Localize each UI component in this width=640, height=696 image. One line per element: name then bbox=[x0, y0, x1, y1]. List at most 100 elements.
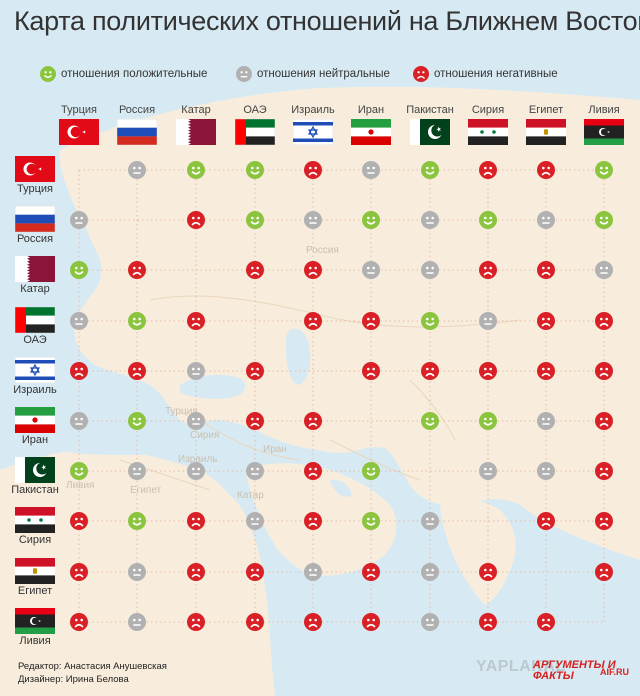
row-flag-pakistan-icon bbox=[15, 457, 55, 483]
smile-face-icon bbox=[362, 462, 380, 480]
row-flag-russia-icon bbox=[14, 205, 56, 233]
smile-face-icon bbox=[128, 312, 146, 330]
sad-face-icon bbox=[187, 211, 205, 229]
neutral-face-icon bbox=[187, 362, 205, 380]
column-header-turkey: Турция bbox=[61, 104, 97, 116]
row-label-iran: Иран bbox=[21, 434, 49, 446]
row-flag-egypt-icon bbox=[15, 558, 55, 584]
column-header-egypt: Египет bbox=[528, 104, 564, 116]
neutral-face-icon bbox=[421, 211, 439, 229]
column-header-qatar: Катар bbox=[181, 104, 211, 116]
neutral-face-icon bbox=[479, 462, 497, 480]
smile-face-icon bbox=[246, 211, 264, 229]
sad-face-icon bbox=[537, 312, 555, 330]
sad-face-icon bbox=[70, 512, 88, 530]
row-flag-israel-icon bbox=[14, 356, 56, 384]
flag-pakistan-icon bbox=[410, 119, 450, 145]
svg-text:Турция: Турция bbox=[165, 406, 198, 417]
watermark-logo: YAPLAKAL bbox=[476, 658, 566, 675]
sad-face-icon bbox=[595, 563, 613, 581]
sad-face-icon bbox=[479, 261, 497, 279]
editor-credit: Редактор: Анастасия Анушевская bbox=[18, 661, 167, 672]
smile-face-icon bbox=[479, 412, 497, 430]
sad-face-icon bbox=[304, 462, 322, 480]
row-flag-syria-icon bbox=[15, 507, 55, 533]
svg-text:Израиль: Израиль bbox=[178, 454, 218, 465]
neutral-face-icon bbox=[128, 161, 146, 179]
sad-face-icon bbox=[246, 613, 264, 631]
neutral-face-icon bbox=[187, 412, 205, 430]
designer-credit: Дизайнер: Ирина Белова bbox=[18, 674, 129, 685]
neutral-face-icon bbox=[246, 512, 264, 530]
neutral-face-icon bbox=[537, 412, 555, 430]
sad-face-icon bbox=[246, 412, 264, 430]
neutral-face-icon bbox=[537, 211, 555, 229]
row-flag-iran-icon bbox=[15, 407, 55, 433]
smile-face-icon bbox=[362, 211, 380, 229]
smile-face-icon bbox=[40, 66, 56, 82]
row-label-uae: ОАЭ bbox=[23, 334, 47, 346]
sad-face-icon bbox=[537, 261, 555, 279]
sad-face-icon bbox=[595, 362, 613, 380]
column-header-russia: Россия bbox=[118, 104, 156, 116]
neutral-face-icon bbox=[128, 462, 146, 480]
sad-face-icon bbox=[304, 161, 322, 179]
smile-face-icon bbox=[70, 462, 88, 480]
sad-face-icon bbox=[304, 412, 322, 430]
row-label-egypt: Египет bbox=[17, 585, 53, 597]
sad-face-icon bbox=[304, 312, 322, 330]
row-flag-qatar-icon bbox=[15, 256, 55, 282]
column-header-pakistan: Пакистан bbox=[406, 104, 454, 116]
flag-iran-icon bbox=[351, 119, 391, 145]
sad-face-icon bbox=[595, 312, 613, 330]
flag-turkey-icon bbox=[59, 119, 99, 145]
svg-text:Россия: Россия bbox=[306, 245, 339, 256]
neutral-face-icon bbox=[70, 312, 88, 330]
flag-uae-icon bbox=[234, 118, 276, 146]
flag-russia-icon bbox=[116, 118, 158, 146]
column-header-israel: Израиль bbox=[291, 104, 335, 116]
neutral-face-icon bbox=[304, 563, 322, 581]
sad-face-icon bbox=[537, 512, 555, 530]
legend-neutral: отношения нейтральные bbox=[236, 64, 390, 84]
flag-syria-icon bbox=[468, 119, 508, 145]
sad-face-icon bbox=[187, 312, 205, 330]
smile-face-icon bbox=[479, 211, 497, 229]
page-title: Карта политических отношений на Ближнем … bbox=[14, 6, 640, 36]
column-header-libya: Ливия bbox=[588, 104, 620, 116]
sad-face-icon bbox=[70, 613, 88, 631]
sad-face-icon bbox=[70, 563, 88, 581]
site-logo: AIF.RU bbox=[600, 667, 629, 677]
neutral-face-icon bbox=[128, 563, 146, 581]
sad-face-icon bbox=[479, 362, 497, 380]
sad-face-icon bbox=[595, 512, 613, 530]
legend-negative-label: отношения негативные bbox=[434, 68, 558, 80]
svg-text:Сирия: Сирия bbox=[190, 430, 219, 441]
neutral-face-icon bbox=[304, 211, 322, 229]
neutral-face-icon bbox=[421, 613, 439, 631]
column-header-uae: ОАЭ bbox=[243, 104, 267, 116]
row-flag-libya-icon bbox=[15, 608, 55, 634]
flag-egypt-icon bbox=[526, 119, 566, 145]
legend-positive-label: отношения положительные bbox=[61, 68, 208, 80]
row-label-turkey: Турция bbox=[17, 183, 53, 195]
row-label-syria: Сирия bbox=[18, 534, 52, 546]
sad-face-icon bbox=[304, 512, 322, 530]
neutral-face-icon bbox=[362, 161, 380, 179]
smile-face-icon bbox=[128, 412, 146, 430]
row-flag-turkey-icon bbox=[15, 156, 55, 182]
neutral-face-icon bbox=[187, 462, 205, 480]
sad-face-icon bbox=[362, 362, 380, 380]
sad-face-icon bbox=[187, 512, 205, 530]
flag-israel-icon bbox=[292, 118, 334, 146]
svg-text:Катар: Катар bbox=[237, 490, 264, 501]
neutral-face-icon bbox=[537, 462, 555, 480]
sad-face-icon bbox=[246, 563, 264, 581]
sad-face-icon bbox=[187, 613, 205, 631]
sad-face-icon bbox=[128, 261, 146, 279]
sad-face-icon bbox=[537, 362, 555, 380]
legend-positive: отношения положительные bbox=[40, 64, 207, 84]
neutral-face-icon bbox=[421, 512, 439, 530]
sad-face-icon bbox=[595, 462, 613, 480]
row-label-israel: Израиль bbox=[13, 384, 57, 396]
